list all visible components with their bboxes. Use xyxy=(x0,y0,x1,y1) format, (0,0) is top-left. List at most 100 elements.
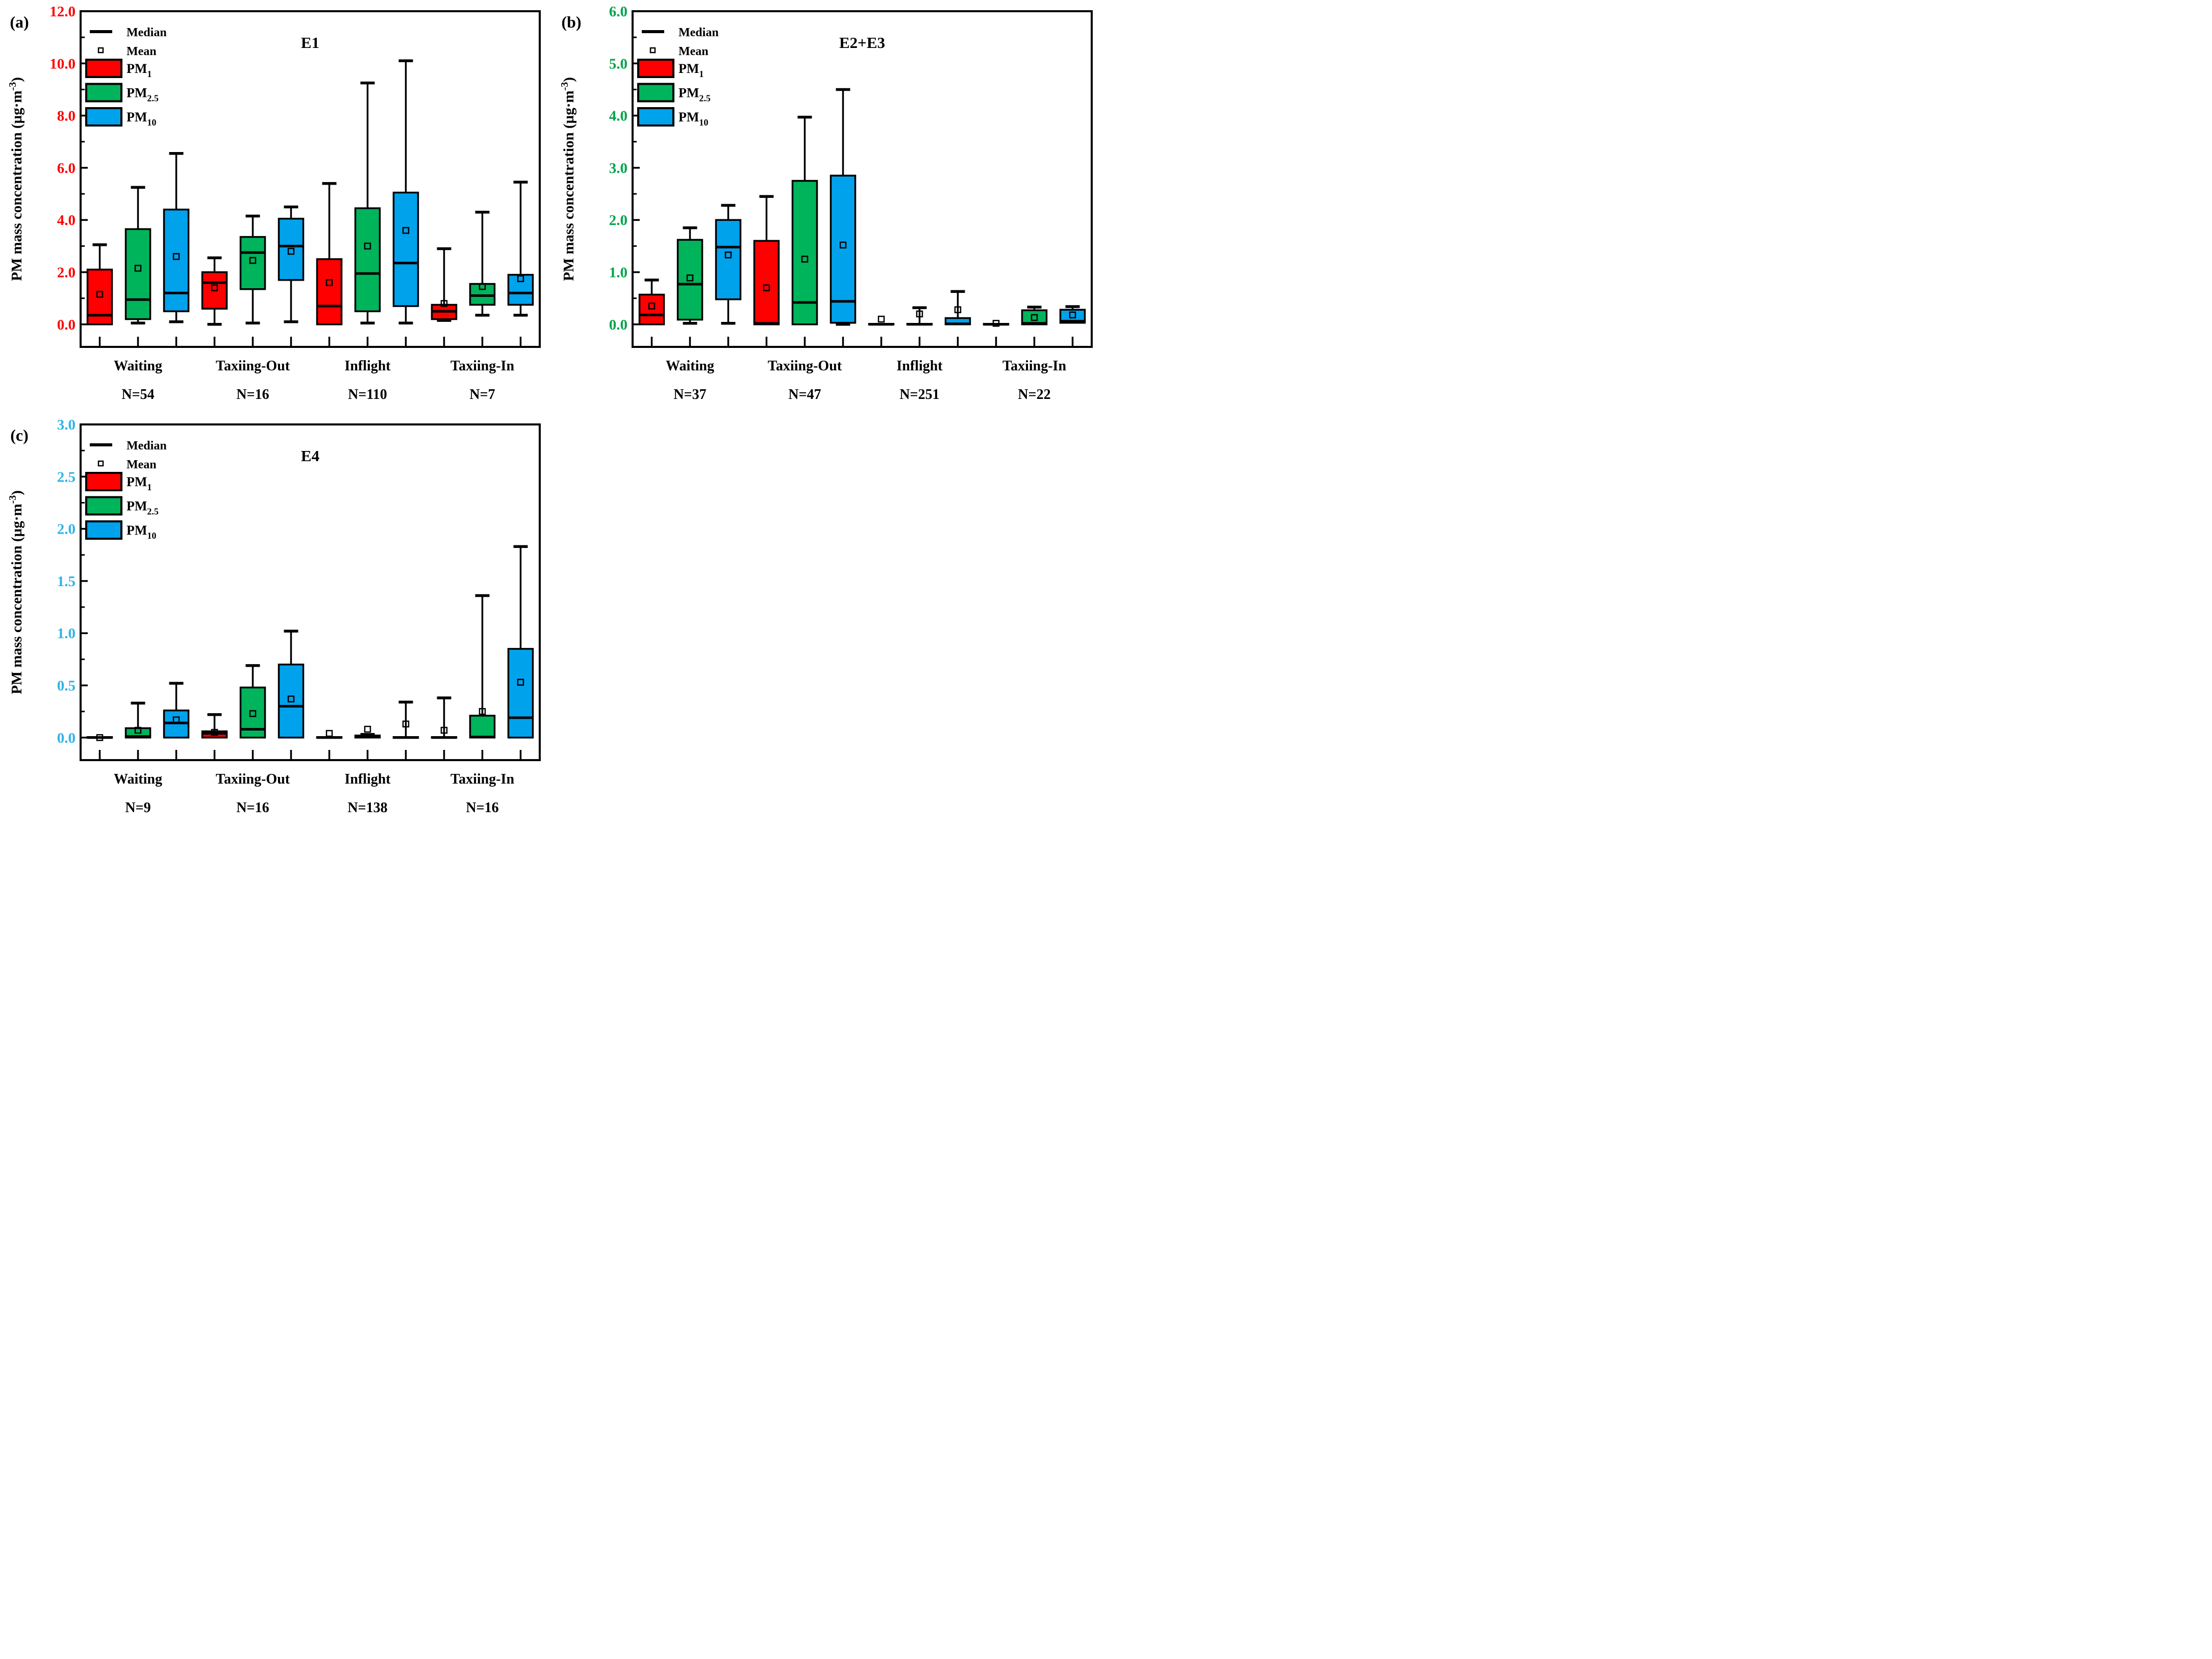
panel-tag: (b) xyxy=(561,13,581,31)
mean-marker xyxy=(134,265,142,272)
y-tick-label: 1.0 xyxy=(57,625,76,642)
legend-swatch-pm10 xyxy=(85,107,122,127)
box-b-taxiing-in-pm2.5 xyxy=(1021,306,1048,325)
box-b-taxiing-out-pm10 xyxy=(830,88,857,326)
mean-marker xyxy=(287,695,295,702)
y-tick-label: 5.0 xyxy=(609,56,627,72)
legend-swatch-pm1 xyxy=(85,59,122,78)
mean-marker xyxy=(402,720,410,727)
y-tick-label: 0.0 xyxy=(609,317,627,333)
y-tick-label: 10.0 xyxy=(49,56,76,72)
box-a-inflight-pm2.5 xyxy=(354,81,381,324)
y-tick-label: 4.0 xyxy=(57,212,76,229)
panel-c-chart: (c) 0.0 0.5 1.0 1.5 2.0 2.5 3.0 Waiting N=9 Taxiin… xyxy=(7,417,541,816)
panel-title: E4 xyxy=(301,447,319,465)
box-b-waiting-pm2.5 xyxy=(676,226,703,325)
mean-marker xyxy=(517,678,524,686)
legend-series-label: PM2.5 xyxy=(678,86,711,104)
box-c-taxiing-out-pm10 xyxy=(278,630,305,739)
legend-series-label: PM1 xyxy=(678,61,703,79)
y-tick-label: 8.0 xyxy=(57,108,76,124)
mean-marker xyxy=(249,710,257,717)
y-tick-label: 4.0 xyxy=(609,108,627,124)
category-label: Inflight xyxy=(896,358,943,374)
mean-marker xyxy=(763,284,770,291)
y-tick-label: 2.0 xyxy=(609,212,627,229)
mean-marker xyxy=(479,283,486,290)
mean-marker xyxy=(325,730,333,737)
box-c-inflight-pm1 xyxy=(316,730,343,739)
box-c-taxiing-in-pm10 xyxy=(507,545,534,739)
box-a-taxiing-in-pm2.5 xyxy=(469,211,496,317)
mean-marker xyxy=(364,242,371,250)
mean-marker xyxy=(134,726,142,734)
category-n-label: N=251 xyxy=(899,387,939,403)
plot-frame xyxy=(632,10,1093,348)
category-n-label: N=9 xyxy=(125,800,150,816)
legend-swatch-pm10 xyxy=(85,520,122,540)
box-c-taxiing-in-pm1 xyxy=(431,696,458,739)
iqr-box xyxy=(392,191,419,307)
y-tick-label: 2.5 xyxy=(57,469,76,485)
box-c-waiting-pm2.5 xyxy=(124,701,152,739)
mean-marker xyxy=(877,315,885,323)
mean-marker xyxy=(211,284,218,291)
legend-mean-marker xyxy=(97,460,104,467)
iqr-box xyxy=(469,283,496,306)
y-axis-label: PM mass concentration (µg·m-3) xyxy=(559,77,577,281)
iqr-box xyxy=(278,663,305,739)
category-label: Taxiing-In xyxy=(450,358,514,374)
category-n-label: N=16 xyxy=(236,800,269,816)
iqr-box xyxy=(124,228,152,320)
mean-marker xyxy=(801,256,809,263)
legend-swatch-pm2.5 xyxy=(637,83,674,103)
panel-tag: (c) xyxy=(10,426,29,444)
category-n-label: N=22 xyxy=(1018,387,1050,403)
y-tick-label: 1.5 xyxy=(57,573,76,590)
legend-series-label: PM2.5 xyxy=(127,86,159,104)
category-n-label: N=138 xyxy=(347,800,387,816)
plot-frame xyxy=(80,10,541,348)
legend: Median Mean PM1 PM2.5 PM10 xyxy=(85,26,167,128)
mean-marker xyxy=(992,320,1000,327)
iqr-box xyxy=(316,258,343,325)
category-label: Taxiing-Out xyxy=(768,358,842,374)
panel-a-chart: (a) 0.0 2.0 4.0 6.0 8.0 10.0 12.0 Waiting N=54 Tax… xyxy=(7,4,541,403)
mean-marker xyxy=(724,251,732,259)
y-tick-label: 6.0 xyxy=(609,4,627,20)
iqr-box xyxy=(354,207,381,312)
box-a-inflight-pm1 xyxy=(316,182,343,325)
y-tick-label: 0.0 xyxy=(57,317,76,333)
y-tick-label: 3.0 xyxy=(609,160,627,177)
legend-swatch-pm2.5 xyxy=(85,83,122,103)
legend-swatch-pm2.5 xyxy=(85,496,122,516)
iqr-box xyxy=(1021,309,1048,325)
y-tick-label: 3.0 xyxy=(57,417,76,433)
iqr-box xyxy=(163,208,190,312)
box-a-taxiing-out-pm2.5 xyxy=(239,214,266,324)
legend: Median Mean PM1 PM2.5 PM10 xyxy=(637,26,719,128)
iqr-box xyxy=(830,174,857,324)
category-label: Taxiing-In xyxy=(450,771,514,787)
iqr-box xyxy=(507,273,534,306)
category-label: Taxiing-In xyxy=(1002,358,1066,374)
box-a-taxiing-out-pm1 xyxy=(201,256,228,326)
mean-marker xyxy=(1069,311,1076,319)
legend-mean-marker xyxy=(97,47,104,54)
category-n-label: N=54 xyxy=(121,387,154,403)
category-n-label: N=37 xyxy=(673,387,706,403)
box-b-waiting-pm10 xyxy=(715,204,742,325)
legend-swatch-pm1 xyxy=(85,472,122,491)
panel-b-chart: (b) 0.0 1.0 2.0 3.0 4.0 5.0 6.0 Waiting N=37 Taxii… xyxy=(559,4,1093,403)
iqr-box xyxy=(507,648,534,739)
box-b-taxiing-out-pm2.5 xyxy=(791,115,818,325)
box-a-taxiing-in-pm1 xyxy=(431,247,458,322)
iqr-box xyxy=(676,239,703,321)
category-label: Waiting xyxy=(114,771,162,787)
y-tick-label: 1.0 xyxy=(609,265,627,281)
box-c-inflight-pm2.5 xyxy=(354,725,381,739)
panel-title: E1 xyxy=(301,34,319,52)
mean-marker xyxy=(686,274,694,282)
mean-marker xyxy=(402,227,410,234)
box-b-inflight-pm1 xyxy=(868,315,895,326)
